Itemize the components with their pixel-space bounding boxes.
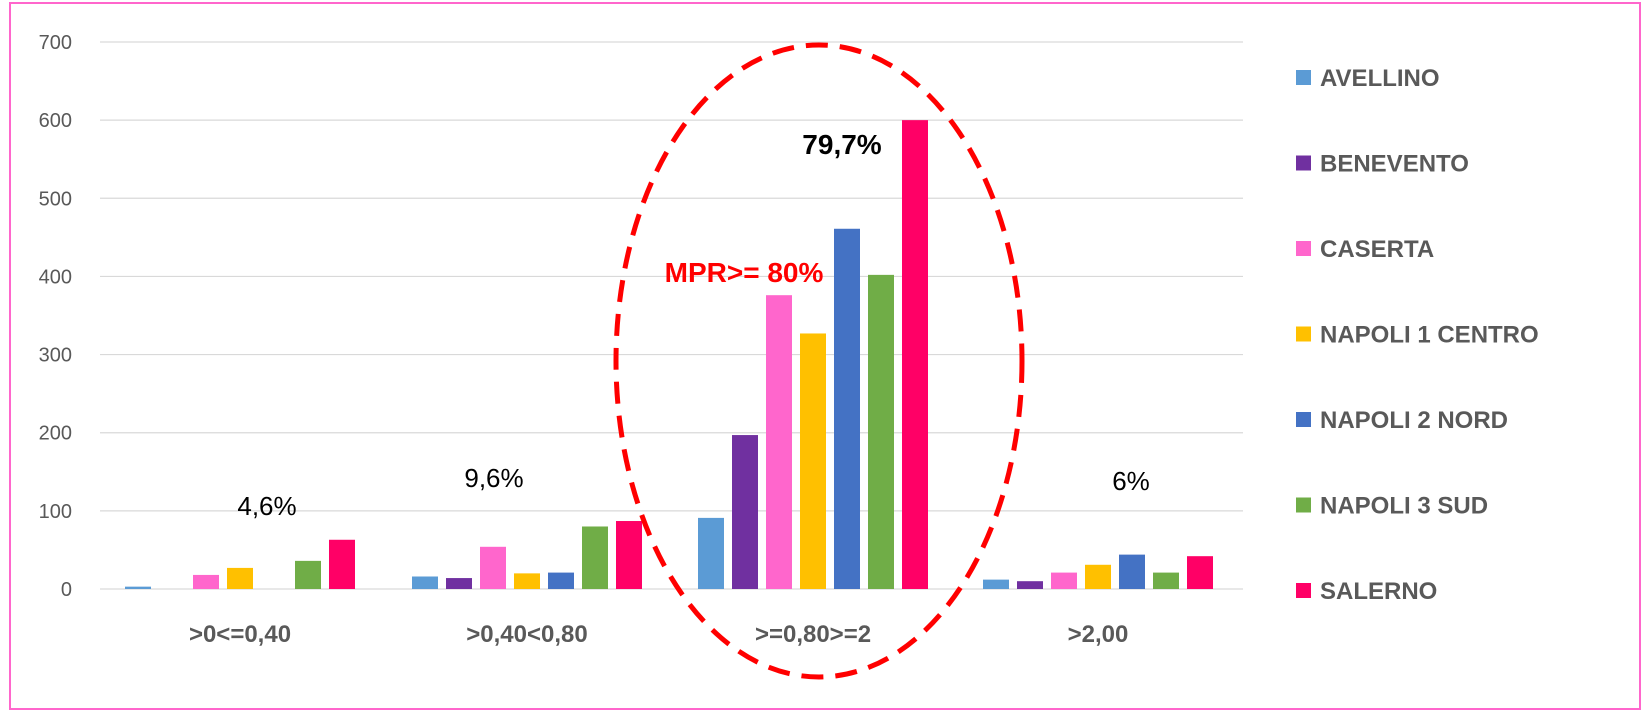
- y-tick-label: 700: [39, 32, 72, 54]
- legend-swatch: [1296, 326, 1311, 342]
- pct-label: 4,6%: [237, 491, 296, 521]
- y-tick-label: 500: [39, 188, 72, 210]
- legend-swatch: [1296, 583, 1311, 598]
- bar-avellino: [698, 517, 724, 589]
- legend-label: NAPOLI 1 CENTRO: [1320, 322, 1539, 349]
- y-tick-label: 200: [39, 423, 72, 445]
- y-tick-label: 600: [39, 110, 72, 132]
- highlight-label: MPR>= 80%: [665, 257, 824, 288]
- y-tick-label: 100: [39, 501, 72, 523]
- legend: AVELLINO BENEVENTO CASERTA NAPOLI 1 CENTRO N…: [1296, 65, 1539, 605]
- bar-napoli-3-sud: [868, 274, 894, 589]
- pct-label: 9,6%: [464, 463, 523, 493]
- legend-swatch: [1296, 70, 1311, 85]
- legend-swatch: [1296, 497, 1311, 513]
- bar-caserta: [193, 574, 219, 589]
- annotations: 4,6% 9,6% 79,7% 6% MPR>= 80%: [237, 42, 1150, 680]
- x-category-label: >=0,80>=2: [755, 621, 871, 648]
- legend-label: AVELLINO: [1320, 65, 1440, 92]
- x-axis-categories: >0<=0,40 >0,40<0,80 >=0,80>=2 >2,00: [189, 621, 1128, 648]
- bar-salerno: [329, 539, 355, 589]
- legend-swatch: [1296, 241, 1311, 256]
- y-tick-label: 400: [39, 266, 72, 288]
- legend-label: NAPOLI 2 NORD: [1320, 407, 1508, 434]
- legend-swatch: [1296, 412, 1311, 427]
- bar-napoli-2-nord: [834, 228, 860, 590]
- x-category-label: >0<=0,40: [189, 621, 291, 648]
- bar-caserta: [480, 546, 506, 589]
- x-category-label: >0,40<0,80: [466, 621, 587, 648]
- bar-salerno: [616, 521, 642, 589]
- bar-napoli-1-centro: [1085, 564, 1111, 589]
- pct-label: 79,7%: [802, 129, 881, 160]
- legend-label: SALERNO: [1320, 578, 1437, 605]
- y-axis-ticks: 0 100 200 300 400 500 600 700: [39, 32, 72, 601]
- y-tick-label: 0: [61, 579, 72, 601]
- bar-napoli-3-sud: [582, 526, 608, 589]
- pct-label: 6%: [1112, 466, 1150, 496]
- legend-item: CASERTA: [1296, 236, 1434, 263]
- bar-napoli-1-centro: [800, 333, 826, 589]
- bar-napoli-3-sud: [1153, 572, 1179, 589]
- legend-item: SALERNO: [1296, 578, 1437, 605]
- bar-napoli-1-centro: [227, 567, 253, 589]
- legend-item: NAPOLI 1 CENTRO: [1296, 322, 1539, 349]
- bar-benevento: [446, 578, 472, 589]
- bar-benevento: [1017, 581, 1043, 589]
- highlight-ellipse: [613, 42, 1025, 680]
- chart-frame: [9, 2, 1641, 710]
- bar-benevento: [732, 435, 758, 589]
- bar-avellino: [412, 576, 438, 589]
- bar-napoli-2-nord: [1119, 554, 1145, 589]
- bar-salerno: [902, 120, 928, 590]
- bar-caserta: [1051, 572, 1077, 589]
- legend-label: NAPOLI 3 SUD: [1320, 493, 1488, 520]
- bar-salerno: [1187, 556, 1213, 589]
- legend-item: BENEVENTO: [1296, 151, 1469, 178]
- bar-napoli-1-centro: [514, 573, 540, 589]
- bar-avellino: [125, 586, 151, 589]
- bar-avellino: [983, 579, 1009, 589]
- legend-item: AVELLINO: [1296, 65, 1440, 92]
- bar-napoli-3-sud: [295, 560, 321, 589]
- legend-label: BENEVENTO: [1320, 151, 1469, 178]
- bar-napoli-2-nord: [548, 572, 574, 589]
- bars: [125, 120, 1213, 590]
- bar-caserta: [766, 295, 792, 589]
- legend-item: NAPOLI 3 SUD: [1296, 493, 1488, 520]
- legend-swatch: [1296, 155, 1311, 171]
- x-category-label: >2,00: [1068, 621, 1129, 648]
- legend-label: CASERTA: [1320, 236, 1434, 263]
- legend-item: NAPOLI 2 NORD: [1296, 407, 1508, 434]
- y-tick-label: 300: [39, 345, 72, 367]
